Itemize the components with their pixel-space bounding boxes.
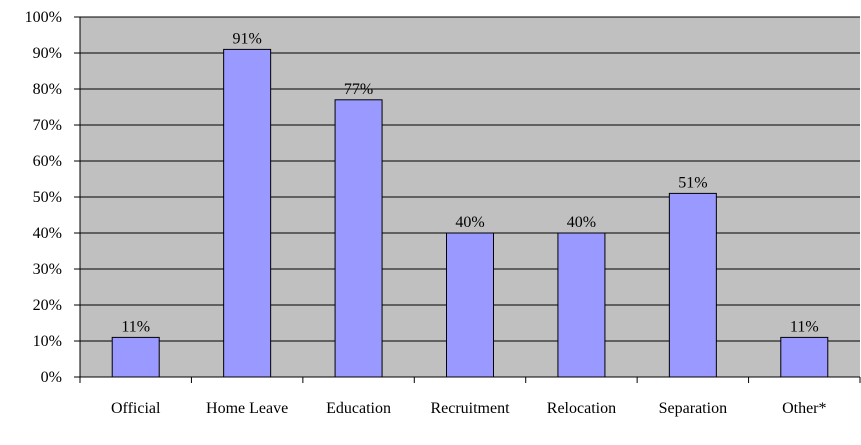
- y-tick-label: 20%: [33, 297, 62, 314]
- y-tick-label: 100%: [25, 9, 62, 26]
- data-label: 77%: [344, 81, 373, 98]
- bar: [446, 232, 494, 378]
- y-tick-label: 40%: [33, 225, 62, 242]
- x-tick-label: Home Leave: [206, 400, 288, 417]
- x-tick-label: Education: [326, 400, 391, 417]
- y-tick-label: 60%: [33, 153, 62, 170]
- data-label: 91%: [232, 30, 261, 47]
- y-tick-label: 80%: [33, 81, 62, 98]
- y-tick-label: 30%: [33, 261, 62, 278]
- x-tick-label: Separation: [659, 400, 727, 417]
- x-tick-label: Relocation: [547, 400, 616, 417]
- x-tick-label: Official: [111, 400, 161, 417]
- bar: [557, 232, 606, 378]
- bar: [223, 48, 272, 378]
- data-label: 11%: [790, 318, 819, 335]
- data-label: 11%: [121, 318, 150, 335]
- y-tick-label: 50%: [33, 189, 62, 206]
- data-label: 40%: [455, 214, 484, 231]
- bar: [780, 336, 829, 378]
- x-tick-label: Recruitment: [430, 400, 510, 417]
- data-label: 40%: [567, 214, 596, 231]
- y-tick-label: 0%: [41, 369, 62, 386]
- bar: [111, 336, 160, 378]
- y-tick-label: 90%: [33, 45, 62, 62]
- y-tick-label: 10%: [33, 333, 62, 350]
- x-tick-label: Other*: [782, 400, 826, 417]
- bar: [668, 192, 717, 378]
- bar: [334, 99, 383, 378]
- y-tick-label: 70%: [33, 117, 62, 134]
- data-label: 51%: [678, 174, 707, 191]
